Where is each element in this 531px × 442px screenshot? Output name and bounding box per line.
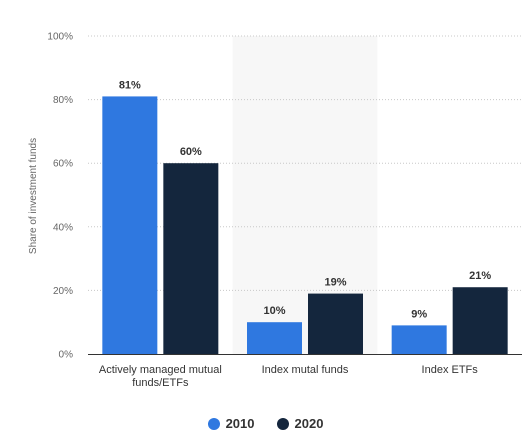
legend: 2010 2020 [0,416,531,431]
x-category-label-0: Actively managed mutual funds/ETFs [99,364,222,389]
data-label-2020-1: 19% [324,277,346,289]
legend-label-2020: 2020 [294,416,324,431]
y-tick-label-20: 20% [53,286,73,297]
data-label-2020-0: 60% [180,146,202,158]
y-tick-label-60: 60% [53,159,73,170]
legend-label-2010: 2010 [225,416,255,431]
y-tick-label-100: 100% [47,32,73,43]
legend-item-2010[interactable]: 2010 [207,416,255,431]
bar-2020-1 [308,293,363,354]
data-label-2010-0: 81% [119,79,141,91]
bar-2020-0 [163,163,219,354]
bar-2010-1 [247,322,302,354]
bar-2010-2 [391,325,447,354]
y-tick-label-0: 0% [59,350,74,361]
legend-swatch-2010 [207,417,220,430]
x-category-label-line: Actively managed mutual [99,364,222,376]
bar-2010-0 [102,96,158,355]
x-category-label-line: Index ETFs [422,364,479,376]
grid-layer: 0% 20% 40% 60% 80% 100% [47,32,522,361]
bar-2020-2 [452,287,508,354]
bars-layer [88,96,522,355]
x-category-label-2: Index ETFs [422,364,479,376]
labels-layer: 81% 60% Actively managed mutual funds/ETFs 1… [99,79,492,389]
x-category-label-line: Index mutal funds [262,364,349,376]
data-label-2010-2: 9% [411,308,427,320]
data-label-2020-2: 21% [469,270,491,282]
legend-swatch-2020 [276,417,289,430]
y-tick-label-80: 80% [53,95,73,106]
y-axis-title: Share of investment funds [28,138,39,254]
y-tick-label-40: 40% [53,222,73,233]
x-category-label-1: Index mutal funds [262,364,349,376]
legend-item-2020[interactable]: 2020 [276,416,324,431]
data-label-2010-1: 10% [263,305,285,317]
x-category-label-line: funds/ETFs [132,377,189,389]
